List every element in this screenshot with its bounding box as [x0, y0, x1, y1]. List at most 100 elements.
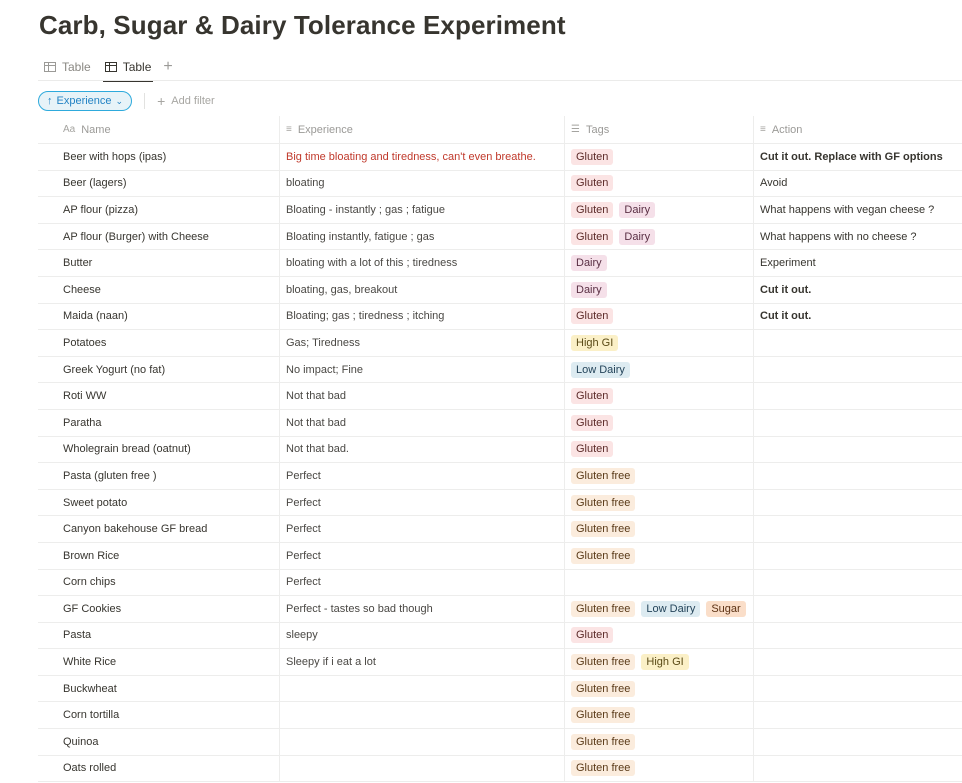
- experience-cell[interactable]: [280, 702, 565, 729]
- action-cell[interactable]: What happens with vegan cheese ?: [760, 203, 935, 216]
- table-row[interactable]: Oats rolled Gluten free: [38, 755, 962, 783]
- action-cell[interactable]: [754, 410, 962, 436]
- experience-cell[interactable]: Bloating; gas ; tiredness ; itching: [280, 303, 565, 330]
- experience-cell[interactable]: Not that bad: [280, 383, 565, 409]
- name-cell[interactable]: GF Cookies: [38, 596, 280, 622]
- tags-cell[interactable]: [565, 569, 754, 596]
- sort-experience-button[interactable]: ↑ Experience ⌄: [38, 91, 133, 111]
- column-header-action[interactable]: ≡ Action: [760, 123, 803, 136]
- name-cell[interactable]: Corn tortilla: [38, 702, 280, 729]
- view-tab-table-2[interactable]: Table: [99, 55, 158, 82]
- table-row[interactable]: Beer (lagers) bloating Gluten Avoid: [38, 170, 962, 198]
- tags-cell[interactable]: Gluten free: [565, 675, 754, 702]
- tags-cell[interactable]: Gluten: [565, 409, 754, 436]
- experience-cell[interactable]: No impact; Fine: [280, 356, 565, 383]
- tags-cell[interactable]: Low Dairy: [565, 356, 754, 383]
- table-row[interactable]: Pasta sleepy Gluten: [38, 622, 962, 650]
- experience-cell[interactable]: bloating: [280, 170, 565, 197]
- name-cell[interactable]: White Rice: [38, 649, 280, 675]
- name-cell[interactable]: Wholegrain bread (oatnut): [38, 436, 280, 463]
- name-cell[interactable]: Beer with hops (ipas): [38, 144, 280, 170]
- name-cell[interactable]: AP flour (Burger) with Cheese: [38, 223, 280, 250]
- name-cell[interactable]: Sweet potato: [38, 489, 280, 516]
- action-cell[interactable]: [754, 463, 962, 489]
- action-cell[interactable]: [754, 623, 962, 649]
- tags-cell[interactable]: Gluten free: [565, 755, 754, 782]
- add-filter-button[interactable]: + Add filter: [157, 93, 215, 109]
- experience-cell[interactable]: Sleepy if i eat a lot: [280, 649, 565, 675]
- action-cell[interactable]: [754, 543, 962, 569]
- table-row[interactable]: Paratha Not that bad Gluten: [38, 409, 962, 437]
- table-row[interactable]: Brown Rice Perfect Gluten free: [38, 542, 962, 570]
- tags-cell[interactable]: Gluten: [565, 436, 754, 463]
- experience-cell[interactable]: Perfect: [280, 569, 565, 596]
- tags-cell[interactable]: Gluten free Low Dairy Sugar: [565, 596, 754, 622]
- table-row[interactable]: Cheese bloating, gas, breakout Dairy Cut it…: [38, 276, 962, 304]
- action-cell[interactable]: Experiment: [760, 257, 816, 270]
- experience-cell[interactable]: Gas; Tiredness: [280, 330, 565, 356]
- action-cell[interactable]: [754, 756, 962, 782]
- experience-cell[interactable]: [280, 755, 565, 782]
- table-row[interactable]: Butter bloating with a lot of this ; tire…: [38, 250, 962, 277]
- action-cell[interactable]: Cut it out. Replace with GF options: [760, 150, 943, 163]
- table-row[interactable]: Maida (naan) Bloating; gas ; tiredness ; …: [38, 303, 962, 331]
- experience-cell[interactable]: Perfect: [280, 489, 565, 516]
- table-row[interactable]: Canyon bakehouse GF bread Perfect Gluten f…: [38, 516, 962, 543]
- name-cell[interactable]: Butter: [38, 250, 280, 276]
- tags-cell[interactable]: High GI: [565, 330, 754, 356]
- tags-cell[interactable]: Gluten Dairy: [565, 197, 754, 223]
- view-tab-table-1[interactable]: Table: [38, 55, 97, 79]
- name-cell[interactable]: Potatoes: [38, 330, 280, 356]
- experience-cell[interactable]: Perfect: [280, 542, 565, 569]
- table-row[interactable]: Quinoa Gluten free: [38, 729, 962, 756]
- tags-cell[interactable]: Dairy: [565, 276, 754, 303]
- tags-cell[interactable]: Gluten: [565, 144, 754, 170]
- tags-cell[interactable]: Dairy: [565, 250, 754, 276]
- experience-cell[interactable]: Bloating instantly, fatigue ; gas: [280, 223, 565, 250]
- action-cell[interactable]: Avoid: [760, 177, 788, 190]
- experience-cell[interactable]: [280, 729, 565, 755]
- name-cell[interactable]: Brown Rice: [38, 542, 280, 569]
- action-cell[interactable]: [754, 676, 962, 702]
- name-cell[interactable]: Beer (lagers): [38, 170, 280, 197]
- name-cell[interactable]: Cheese: [38, 276, 280, 303]
- experience-cell[interactable]: bloating with a lot of this ; tiredness: [280, 250, 565, 276]
- name-cell[interactable]: Greek Yogurt (no fat): [38, 356, 280, 383]
- action-cell[interactable]: [754, 570, 962, 596]
- name-cell[interactable]: Oats rolled: [38, 755, 280, 782]
- tags-cell[interactable]: Gluten: [565, 170, 754, 197]
- table-row[interactable]: Potatoes Gas; Tiredness High GI: [38, 330, 962, 357]
- name-cell[interactable]: Maida (naan): [38, 303, 280, 330]
- experience-cell[interactable]: sleepy: [280, 622, 565, 649]
- tags-cell[interactable]: Gluten Dairy: [565, 223, 754, 250]
- experience-cell[interactable]: bloating, gas, breakout: [280, 276, 565, 303]
- tags-cell[interactable]: Gluten free: [565, 516, 754, 542]
- name-cell[interactable]: Buckwheat: [38, 675, 280, 702]
- table-row[interactable]: AP flour (pizza) Bloating - instantly ; g…: [38, 197, 962, 224]
- experience-cell[interactable]: Big time bloating and tiredness, can't e…: [280, 144, 565, 170]
- name-cell[interactable]: Corn chips: [38, 569, 280, 596]
- name-cell[interactable]: Roti WW: [38, 383, 280, 409]
- table-row[interactable]: Sweet potato Perfect Gluten free: [38, 489, 962, 517]
- table-row[interactable]: Corn tortilla Gluten free: [38, 702, 962, 730]
- name-cell[interactable]: Quinoa: [38, 729, 280, 755]
- action-cell[interactable]: [754, 729, 962, 755]
- tags-cell[interactable]: Gluten free: [565, 702, 754, 729]
- action-cell[interactable]: Cut it out.: [760, 310, 812, 323]
- tags-cell[interactable]: Gluten free: [565, 463, 754, 489]
- action-cell[interactable]: [754, 357, 962, 383]
- tags-cell[interactable]: Gluten: [565, 383, 754, 409]
- experience-cell[interactable]: Perfect: [280, 516, 565, 542]
- tags-cell[interactable]: Gluten: [565, 303, 754, 330]
- action-cell[interactable]: [754, 437, 962, 463]
- tags-cell[interactable]: Gluten: [565, 622, 754, 649]
- add-view-button[interactable]: +: [163, 58, 173, 75]
- experience-cell[interactable]: Perfect: [280, 463, 565, 489]
- table-row[interactable]: Roti WW Not that bad Gluten: [38, 383, 962, 410]
- experience-cell[interactable]: Perfect - tastes so bad though: [280, 596, 565, 622]
- action-cell[interactable]: [754, 702, 962, 728]
- table-row[interactable]: White Rice Sleepy if i eat a lot Gluten fr…: [38, 649, 962, 676]
- tags-cell[interactable]: Gluten free High GI: [565, 649, 754, 675]
- table-row[interactable]: GF Cookies Perfect - tastes so bad though…: [38, 596, 962, 623]
- action-cell[interactable]: [754, 516, 962, 542]
